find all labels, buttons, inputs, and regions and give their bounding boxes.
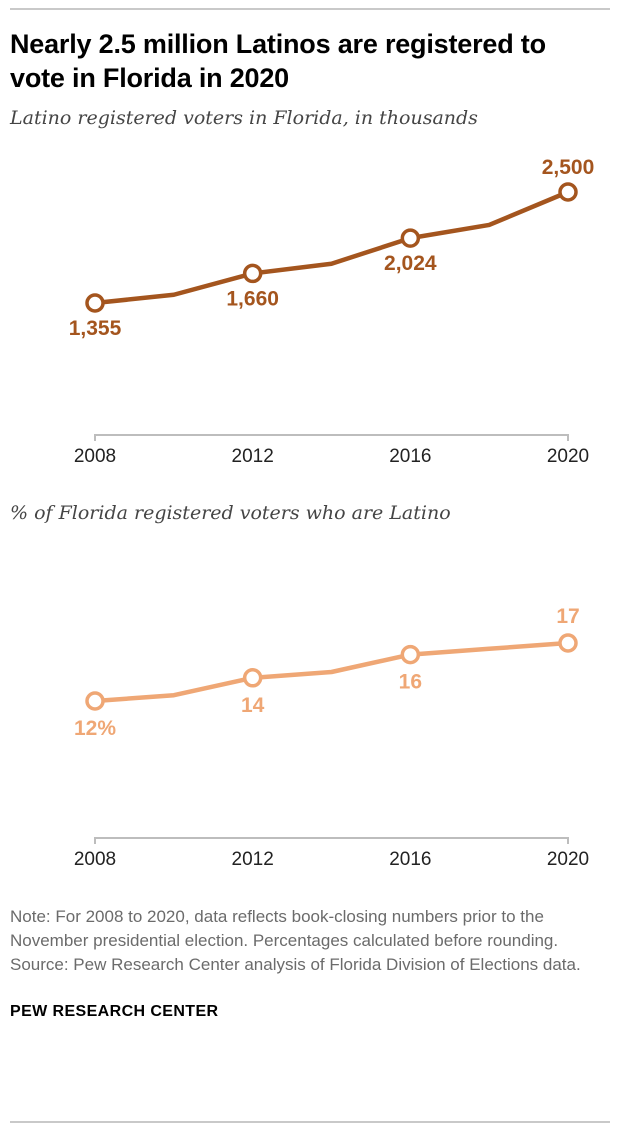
pew-research-center-brand: PEW RESEARCH CENTER [10, 1002, 219, 1020]
svg-text:2012: 2012 [232, 849, 274, 870]
chart2-subtitle: % of Florida registered voters who are L… [10, 502, 451, 525]
chart1-subtitle: Latino registered voters in Florida, in … [10, 107, 478, 130]
svg-text:1,660: 1,660 [226, 287, 279, 310]
svg-text:14: 14 [241, 694, 265, 717]
source-text: Source: Pew Research Center analysis of … [10, 954, 581, 974]
svg-text:2016: 2016 [389, 849, 431, 870]
svg-text:2,024: 2,024 [384, 252, 437, 275]
svg-text:2008: 2008 [74, 446, 116, 467]
notes-block: Note: For 2008 to 2020, data reflects bo… [10, 905, 610, 977]
svg-text:1,355: 1,355 [69, 317, 122, 340]
page-title: Nearly 2.5 million Latinos are registere… [10, 29, 546, 94]
registered-voters-line-chart: 2008 2012 2016 2020 1,355 1,660 2,024 2,500 [69, 156, 595, 467]
svg-text:2016: 2016 [389, 446, 431, 467]
svg-text:2020: 2020 [547, 849, 589, 870]
latino-share-line-chart: 2008 2012 2016 2020 12% 14 16 17 [74, 605, 589, 870]
svg-text:17: 17 [556, 605, 579, 628]
bottom-rule [10, 1121, 610, 1123]
svg-text:12%: 12% [74, 717, 116, 740]
note-text: Note: For 2008 to 2020, data reflects bo… [10, 907, 559, 950]
svg-text:2012: 2012 [232, 446, 274, 467]
svg-text:2020: 2020 [547, 446, 589, 467]
svg-text:2008: 2008 [74, 849, 116, 870]
top-rule [10, 8, 610, 10]
svg-text:2,500: 2,500 [542, 156, 595, 179]
svg-text:16: 16 [399, 671, 422, 694]
